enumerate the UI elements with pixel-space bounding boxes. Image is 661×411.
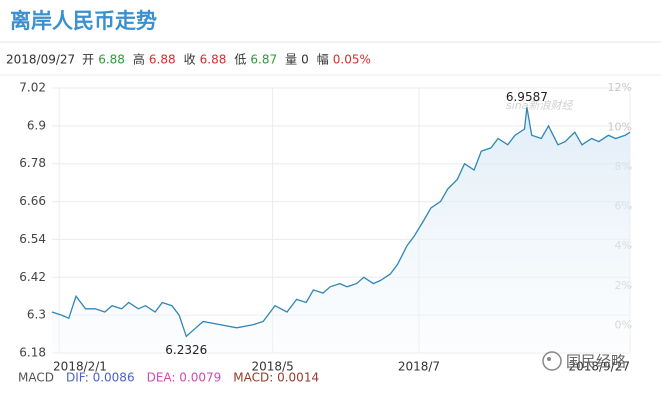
y-tick-label: 6.54 [19, 232, 46, 246]
macd-label: DIF: 0.0086 [66, 371, 135, 385]
y2-tick-label: 12% [608, 81, 632, 94]
macd-label: MACD: 0.0014 [233, 371, 319, 385]
x-tick-label: 2018/2/1 [53, 360, 107, 374]
y2-tick-label: 10% [608, 121, 632, 134]
macd-label: MACD [18, 371, 54, 385]
quote-label: 幅 [317, 52, 329, 67]
quote-value: 6.87 [250, 53, 277, 67]
y-tick-label: 6.3 [27, 308, 46, 322]
x-tick-label: 2018/9/27 [568, 360, 630, 374]
chart-title: 离岸人民币走势 [10, 9, 157, 33]
quote-value: 6.88 [149, 53, 176, 67]
y-tick-label: 6.66 [19, 194, 46, 208]
watermark-icon [547, 357, 551, 361]
quote-value: 6.88 [200, 53, 227, 67]
quote-label: 收 [184, 53, 196, 67]
quote-date: 2018/09/27 [6, 53, 75, 67]
quote-line: 2018/09/27 开 6.88 高 6.88 收 6.88 低 6.87 量 0 幅 0.05% [6, 52, 371, 67]
watermark-icon [542, 351, 562, 371]
quote-label: 高 [133, 52, 145, 67]
y-tick-label: 7.02 [19, 81, 46, 95]
x-tick-label: 2018/7 [398, 360, 440, 374]
quote-value: 6.88 [98, 53, 125, 67]
quote-value: 0.05% [333, 53, 371, 67]
plot: 6.186.36.426.546.666.786.97.020%2%4%6%8%… [18, 81, 632, 385]
y-tick-label: 6.18 [19, 346, 46, 360]
x-tick-label: 2018/5 [252, 360, 294, 374]
quote-value: 0 [301, 53, 309, 67]
y-tick-label: 6.78 [19, 156, 46, 170]
point-annotation: 6.9587 [506, 90, 548, 104]
line [51, 107, 631, 338]
quote-label: 低 [234, 53, 246, 67]
y-tick-label: 6.42 [19, 270, 46, 284]
point-annotation: 6.2326 [165, 343, 207, 357]
y-tick-label: 6.9 [27, 118, 46, 132]
macd-label: DEA: 0.0079 [147, 371, 222, 385]
area [52, 107, 630, 353]
quote-label: 量 [285, 53, 297, 67]
watermark: sina新浪财经 [506, 99, 573, 112]
watermark: 国民经略 [566, 353, 626, 371]
quote-label: 开 [82, 53, 94, 67]
